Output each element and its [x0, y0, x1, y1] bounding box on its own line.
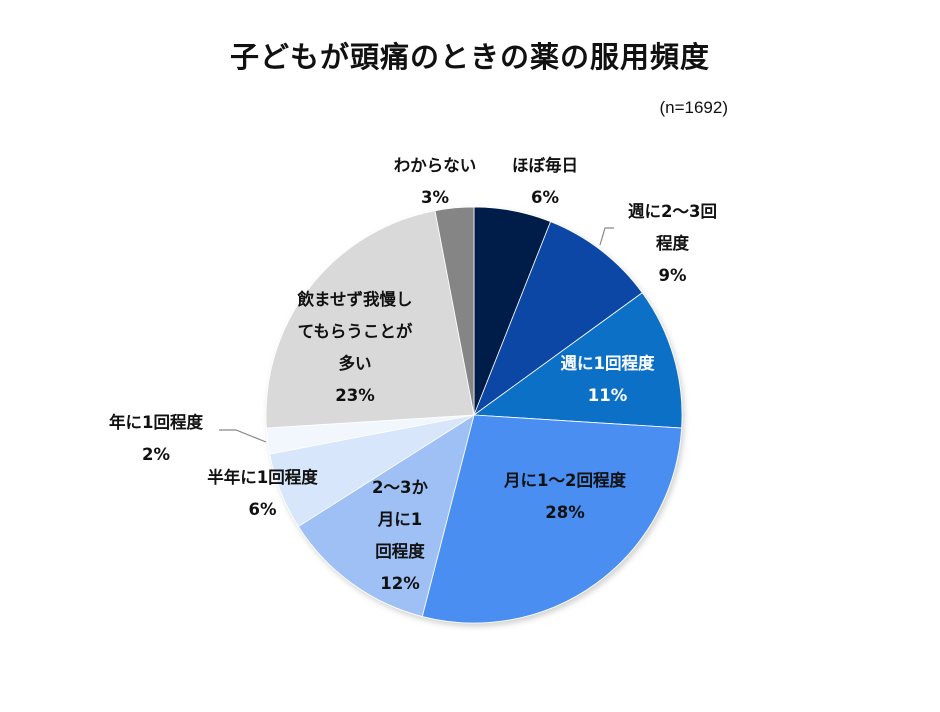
label-1-2-per-month: 月に1〜2回程度 28% — [504, 471, 626, 522]
label-almost-daily: ほぼ毎日 6% — [512, 156, 578, 207]
label-unknown: わからない 3% — [393, 156, 477, 207]
label-endure-without-medicine: 飲ませず我慢し てもらうことが 多い 23% — [297, 290, 413, 405]
leader-line-weekly-2-3 — [599, 227, 614, 246]
chart-title: 子どもが頭痛のときの薬の服用頻度 — [229, 40, 710, 74]
pie-slice — [421, 414, 683, 624]
label-every-2-3-months: 2〜3か 月に1 回程度 12% — [372, 478, 428, 593]
pie-slice — [473, 221, 643, 417]
pie-slice — [434, 206, 475, 416]
label-half-yearly: 半年に1回程度 6% — [207, 468, 318, 519]
label-yearly: 年に1回程度 2% — [109, 413, 203, 464]
leader-line-yearly — [219, 429, 267, 443]
sample-size: (n=1692) — [659, 98, 728, 117]
pie-slice — [265, 210, 475, 429]
label-2-3-per-week: 週に2〜3回 程度 9% — [628, 202, 717, 285]
pie-slice — [472, 292, 683, 429]
label-once-per-week: 週に1回程度 11% — [560, 354, 655, 405]
pie-slice — [297, 414, 475, 617]
